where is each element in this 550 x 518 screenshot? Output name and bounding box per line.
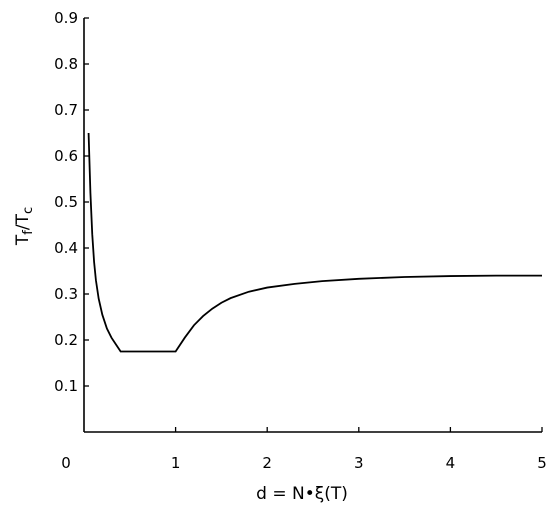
y-tick-label: 0.5 [54, 193, 78, 211]
x-tick-label: 4 [446, 454, 456, 472]
y-tick-label: 0.9 [54, 9, 78, 27]
ticks [84, 17, 543, 432]
y-axis-label-sub-c: c [21, 207, 36, 214]
tick-labels: 0.1 0.2 0.3 0.4 0.5 0.6 0.7 0.8 0.9 0 1 2 3 4 5 [54, 9, 547, 472]
x-axis-label: d = N•ξ(T) [256, 484, 348, 504]
y-tick-label: 0.1 [54, 377, 78, 395]
y-axis-label-slash: /T [13, 213, 33, 230]
y-tick-label: 0.6 [54, 147, 78, 165]
series-line [87, 132, 542, 353]
y-axis-label-main: T [13, 234, 33, 246]
y-axis-label-sub-f: f [21, 230, 36, 235]
y-tick-label: 0.8 [54, 55, 78, 73]
axes [83, 18, 542, 433]
y-axis-label: Tf/Tc [13, 207, 36, 246]
y-tick-label: 0.4 [54, 239, 78, 257]
x-tick-label: 0 [61, 454, 71, 472]
y-tick-label: 0.2 [54, 331, 78, 349]
y-tick-label: 0.3 [54, 285, 78, 303]
x-tick-label: 3 [354, 454, 364, 472]
y-tick-label: 0.7 [54, 101, 78, 119]
x-tick-label: 2 [262, 454, 272, 472]
x-tick-label: 1 [171, 454, 181, 472]
x-tick-label: 5 [537, 454, 547, 472]
